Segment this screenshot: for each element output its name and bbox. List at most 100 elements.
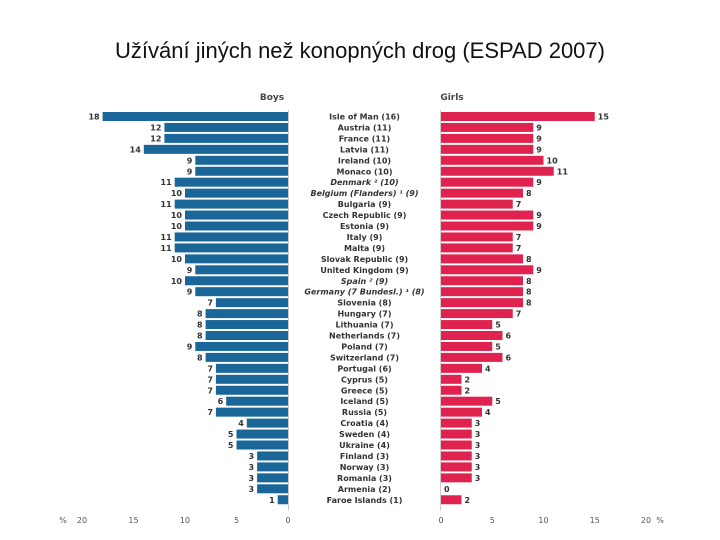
country-label: Slovak Republic (9) <box>321 255 408 264</box>
girls-bar <box>441 363 482 373</box>
country-label: Denmark ² (10) <box>330 178 398 187</box>
country-label: Czech Republic (9) <box>323 211 407 220</box>
girls-value-label: 8 <box>526 288 532 297</box>
girls-value-label: 15 <box>598 113 610 122</box>
girls-bar <box>441 166 554 176</box>
girls-tick-label: 5 <box>490 516 495 525</box>
boys-bar <box>205 320 288 330</box>
boys-value-label: 9 <box>187 156 193 165</box>
boys-value-label: 11 <box>161 178 173 187</box>
boys-bar <box>257 473 288 483</box>
girls-value-label: 9 <box>536 178 542 187</box>
boys-value-label: 8 <box>197 332 203 341</box>
country-label: Croatia (4) <box>340 419 388 428</box>
girls-bar <box>441 385 462 395</box>
girls-bar <box>441 298 523 308</box>
boys-bar <box>257 462 288 472</box>
boys-value-label: 3 <box>249 463 255 472</box>
boys-bar <box>185 210 288 220</box>
country-label: Russia (5) <box>342 408 387 417</box>
boys-bar <box>143 144 288 154</box>
boys-value-label: 11 <box>161 200 173 209</box>
boys-bar <box>195 341 288 351</box>
boys-bar <box>195 287 288 297</box>
girls-value-label: 7 <box>516 244 522 253</box>
boys-bar <box>226 396 288 406</box>
girls-value-label: 0 <box>444 485 450 494</box>
country-label: Ukraine (4) <box>339 441 390 450</box>
girls-bar <box>441 188 523 198</box>
boys-value-label: 10 <box>171 189 183 198</box>
boys-bar <box>185 276 288 286</box>
boys-value-label: 3 <box>249 485 255 494</box>
girls-value-label: 3 <box>475 452 481 461</box>
boys-value-label: 14 <box>130 145 142 154</box>
boys-value-label: 9 <box>187 266 193 275</box>
girls-value-label: 9 <box>536 222 542 231</box>
girls-bar <box>441 495 462 505</box>
country-label: Germany (7 Bundesl.) ¹ (8) <box>304 288 424 297</box>
girls-bar <box>441 155 544 165</box>
girls-value-label: 5 <box>495 397 501 406</box>
boys-bar <box>236 429 288 439</box>
boys-value-label: 1 <box>269 496 275 505</box>
boys-unit-label: % <box>59 516 67 525</box>
girls-bar <box>441 341 493 351</box>
country-label: Switzerland (7) <box>330 353 399 362</box>
boys-value-label: 7 <box>207 375 213 384</box>
boys-bar <box>164 122 288 132</box>
boys-tick-label: 0 <box>285 516 290 525</box>
boys-value-label: 9 <box>187 342 193 351</box>
girls-value-label: 9 <box>536 211 542 220</box>
girls-value-label: 9 <box>536 123 542 132</box>
country-label: Iceland (5) <box>340 397 388 406</box>
country-label: United Kingdom (9) <box>320 266 408 275</box>
boys-value-label: 4 <box>238 419 244 428</box>
boys-value-label: 9 <box>187 167 193 176</box>
country-label: Faroe Islands (1) <box>327 496 403 505</box>
page-title: Užívání jiných než konopných drog (ESPAD… <box>115 38 605 63</box>
girls-value-label: 8 <box>526 277 532 286</box>
country-label: Malta (9) <box>344 244 385 253</box>
country-label: Romania (3) <box>337 474 392 483</box>
boys-bar <box>215 407 288 417</box>
boys-bar <box>195 155 288 165</box>
boys-tick-label: 20 <box>77 516 87 525</box>
girls-bar <box>441 352 503 362</box>
girls-header: Girls <box>440 93 463 103</box>
girls-bar <box>441 320 493 330</box>
girls-value-label: 9 <box>536 145 542 154</box>
girls-bar <box>441 276 523 286</box>
girls-value-label: 2 <box>465 386 471 395</box>
girls-bar <box>441 374 462 384</box>
girls-value-label: 4 <box>485 408 491 417</box>
boys-bar <box>246 418 288 428</box>
boys-bar <box>185 188 288 198</box>
boys-bar <box>185 254 288 264</box>
country-label: Finland (3) <box>340 452 389 461</box>
country-label: Estonia (9) <box>340 222 389 231</box>
girls-bar <box>441 210 534 220</box>
boys-bar <box>205 309 288 319</box>
girls-tick-label: 15 <box>590 516 600 525</box>
girls-value-label: 5 <box>495 342 501 351</box>
boys-value-label: 9 <box>187 288 193 297</box>
boys-bar <box>257 484 288 494</box>
boys-value-label: 8 <box>197 321 203 330</box>
boys-bar <box>236 440 288 450</box>
girls-value-label: 6 <box>506 353 512 362</box>
girls-bar <box>441 177 534 187</box>
boys-tick-label: 10 <box>180 516 190 525</box>
boys-value-label: 10 <box>171 222 183 231</box>
boys-bar <box>205 331 288 340</box>
boys-value-label: 18 <box>88 113 100 122</box>
boys-value-label: 11 <box>161 244 173 253</box>
country-label: Armenia (2) <box>338 485 391 494</box>
girls-bar <box>441 473 472 483</box>
boys-bar <box>215 374 288 384</box>
boys-value-label: 7 <box>207 364 213 373</box>
boys-value-label: 10 <box>171 255 183 264</box>
girls-bar <box>441 407 482 417</box>
girls-tick-label: 0 <box>438 516 443 525</box>
girls-bar <box>441 221 534 231</box>
